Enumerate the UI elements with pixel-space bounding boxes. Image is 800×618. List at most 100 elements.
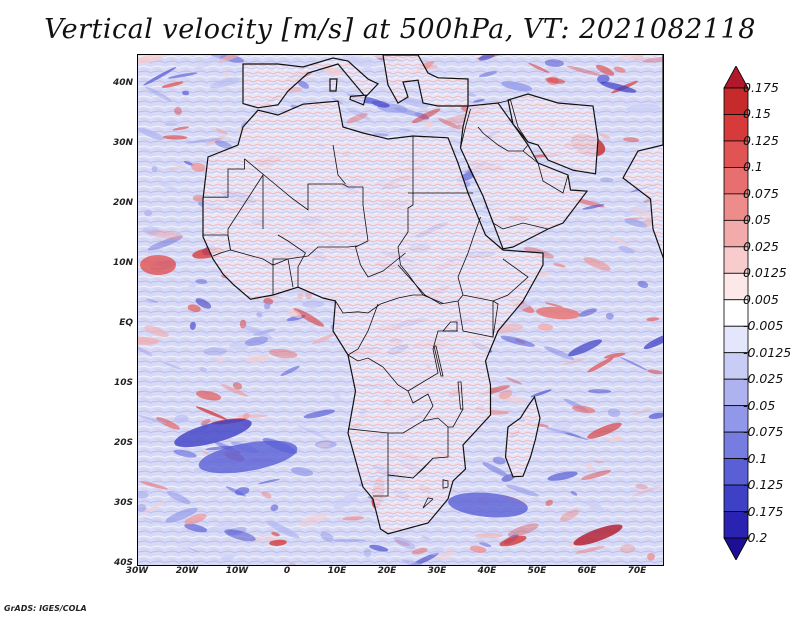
field-streak [438, 118, 461, 130]
field-streak [184, 523, 208, 533]
field-streak [205, 135, 226, 146]
field-streak [138, 504, 147, 512]
map-title: Vertical velocity [m/s] at 500hPa, VT: 2… [44, 14, 756, 45]
country-border [492, 258, 529, 337]
field-streak [613, 66, 626, 73]
field-streak [624, 218, 648, 228]
map-plot-area[interactable] [137, 54, 664, 566]
field-streak [269, 539, 287, 546]
field-streak [195, 406, 228, 420]
sardinia-landmass [329, 78, 338, 92]
field-streak [290, 467, 314, 477]
field-streak [607, 408, 621, 418]
field-streak [214, 140, 233, 149]
iran-landmass [507, 93, 599, 175]
field-streak [345, 107, 371, 120]
field-streak [317, 442, 331, 447]
field-streak [544, 346, 575, 360]
field-streak [530, 389, 552, 398]
field-streak [142, 501, 166, 514]
field-streak [620, 55, 637, 60]
field-streak [587, 357, 614, 373]
sicily-landmass [349, 94, 367, 106]
country-border [203, 234, 231, 257]
lat-tick-label: 30S [113, 498, 133, 508]
field-streak [183, 161, 194, 166]
lon-tick-label: 70E [627, 566, 647, 576]
field-streak [478, 71, 498, 78]
field-streak [642, 56, 663, 63]
field-streak [249, 535, 279, 543]
field-streak [288, 309, 302, 319]
field-streak [546, 62, 562, 73]
colorbar-swatch [723, 484, 749, 512]
europe-landmass [242, 57, 380, 109]
field-streak [207, 521, 239, 533]
lon-tick-label: 10E [327, 566, 347, 576]
field-streak [629, 55, 644, 62]
field-streak [643, 332, 663, 350]
field-streak [209, 493, 228, 500]
lat-tick-label: 40N [112, 78, 133, 88]
field-streak [501, 81, 533, 92]
lon-tick-label: 30W [125, 566, 149, 576]
field-streak [420, 535, 432, 541]
field-streak [537, 323, 554, 331]
field-streak [506, 377, 523, 385]
field-streak [202, 450, 210, 455]
field-streak [509, 298, 541, 314]
field-streak [193, 55, 223, 71]
field-streak [474, 533, 504, 539]
field-streak [545, 77, 566, 84]
field-streak [369, 544, 389, 552]
lon-tick-label: 0 [283, 566, 291, 576]
field-streak [647, 552, 655, 561]
field-streak [174, 106, 182, 115]
country-border [442, 479, 449, 489]
field-streak [428, 546, 445, 556]
field-streak [479, 542, 492, 548]
field-streak [547, 471, 578, 481]
field-streak [631, 408, 652, 416]
country-border [422, 497, 434, 509]
field-streak [424, 120, 433, 129]
field-streak [647, 369, 663, 375]
field-streak [157, 180, 179, 192]
field-streak [631, 485, 663, 497]
field-streak [436, 549, 456, 561]
field-streak [436, 124, 465, 132]
lat-tick-label: EQ [119, 318, 133, 328]
field-streak [603, 352, 626, 359]
field-streak [220, 554, 235, 561]
colorbar-label: 0.025 [743, 238, 779, 254]
field-streak [140, 149, 154, 154]
lon-tick-label: 60E [577, 566, 597, 576]
field-streak [623, 137, 640, 143]
field-streak [224, 529, 256, 542]
field-streak [605, 312, 614, 320]
country-border [467, 165, 549, 230]
field-feature [499, 535, 527, 547]
field-streak [173, 449, 197, 458]
lat-tick-label: 30N [112, 138, 133, 148]
country-border [203, 158, 245, 198]
lake-outline [442, 321, 458, 332]
field-streak [644, 218, 653, 227]
field-streak [624, 202, 649, 218]
field-streak [142, 226, 160, 235]
field-streak [244, 355, 270, 363]
lat-tick-label: 40S [113, 558, 133, 568]
field-streak [156, 417, 181, 430]
field-streak [315, 440, 337, 449]
field-streak [401, 559, 429, 565]
lake-outline [433, 345, 444, 377]
field-streak [172, 126, 190, 131]
lon-tick-label: 50E [527, 566, 547, 576]
colorbar-label: 0.05 [743, 212, 771, 228]
field-feature [573, 524, 623, 546]
lon-tick-label: 40E [477, 566, 497, 576]
field-streak [395, 107, 422, 117]
credit-text: GrADS: IGES/COLA [4, 604, 87, 613]
field-streak [184, 138, 222, 144]
field-streak [226, 526, 247, 536]
